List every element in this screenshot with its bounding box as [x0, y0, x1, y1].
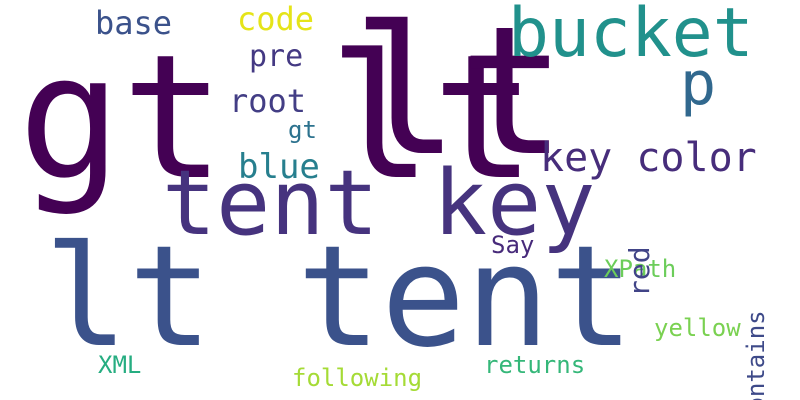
word-say: Say: [491, 231, 535, 259]
word-key-color: key color: [540, 135, 757, 181]
word-gt: gt: [288, 116, 317, 144]
word-base: base: [95, 4, 173, 42]
word-p: p: [680, 49, 717, 119]
word-bucket: bucket: [508, 0, 754, 73]
word-xpath: XPath: [604, 255, 677, 283]
word-returns: returns: [484, 351, 586, 379]
word-gt-lt: gt lt: [18, 17, 536, 218]
word-pre: pre: [249, 39, 304, 74]
word-tent-key: tent key: [162, 151, 596, 256]
word-lt: lt: [352, 0, 567, 195]
word-yellow: yellow: [654, 314, 741, 342]
word-blue: blue: [238, 147, 320, 187]
word-xml: XML: [98, 351, 142, 379]
word-root: root: [229, 82, 307, 120]
word-contains: contains: [742, 310, 770, 400]
word-code: code: [237, 0, 315, 38]
word-red: red: [623, 246, 656, 297]
word-following: following: [292, 364, 423, 392]
word-lt-tent: lt tent: [44, 216, 635, 379]
